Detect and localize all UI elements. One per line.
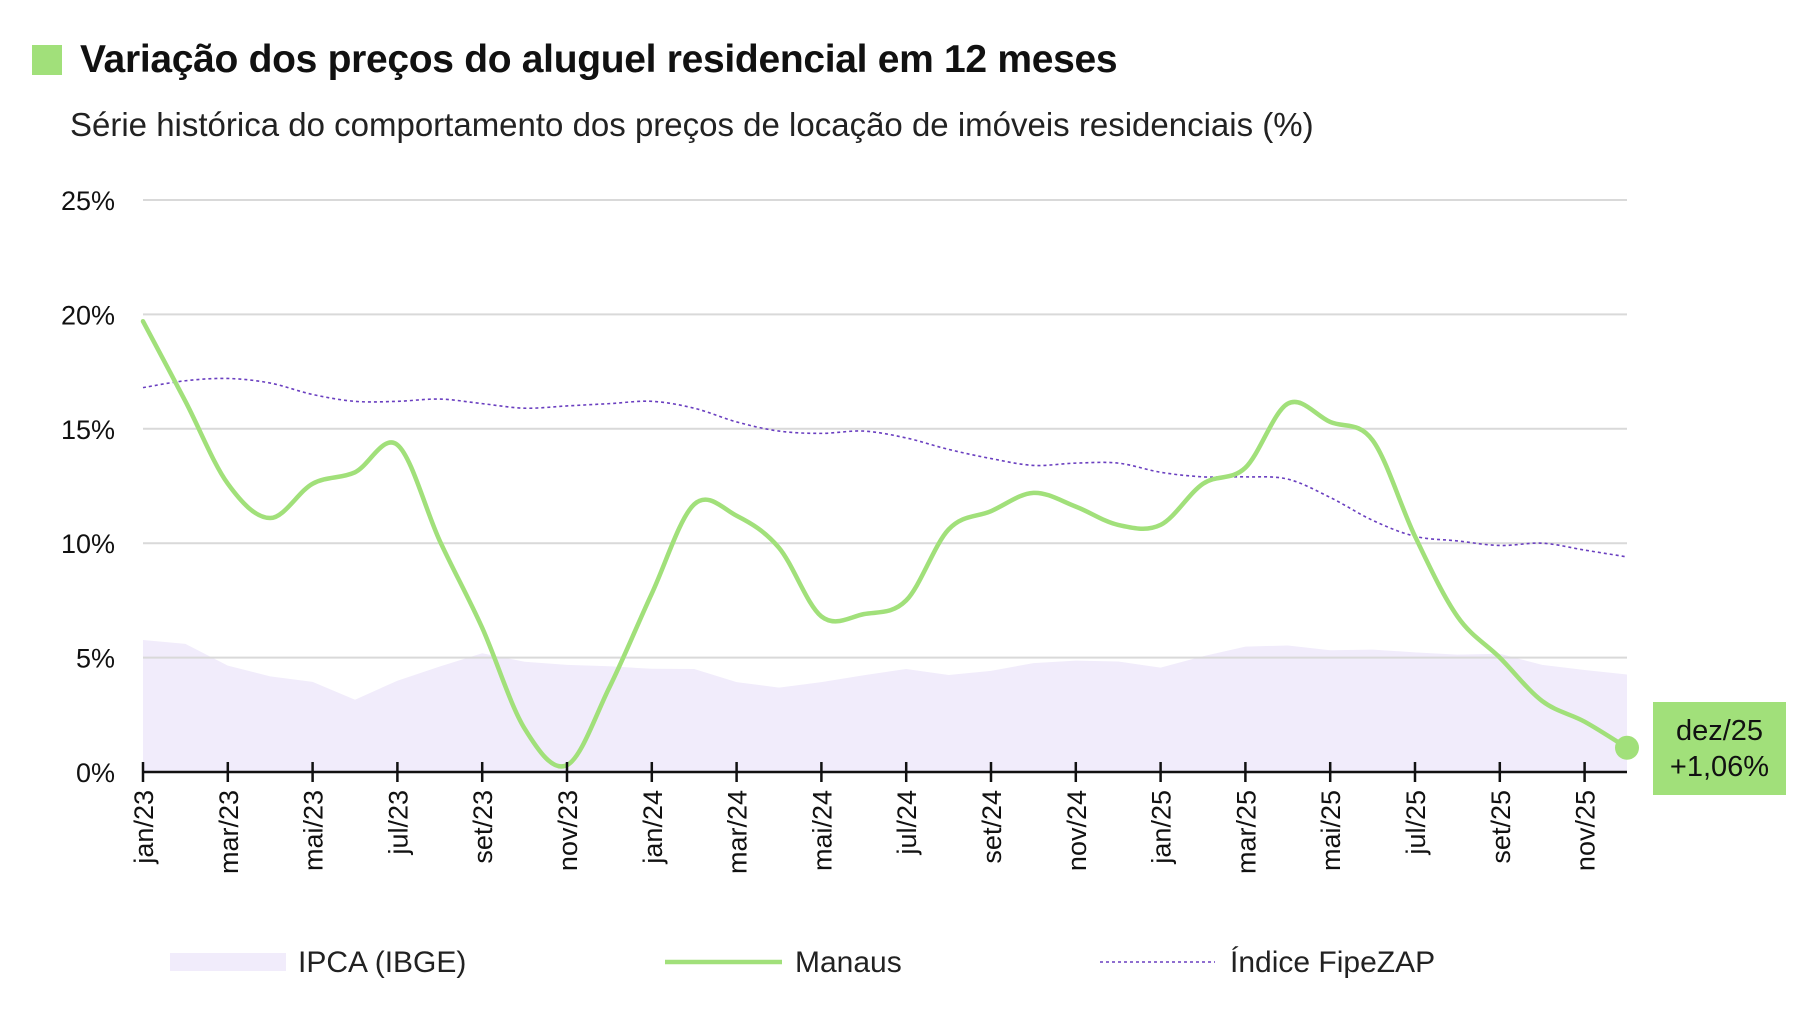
legend-label-fipezap: Índice FipeZAP (1230, 946, 1435, 979)
x-tick-label: nov/25 (1571, 790, 1601, 871)
x-tick-label: mai/25 (1316, 790, 1346, 871)
y-tick-label: 10% (61, 529, 115, 559)
x-tick-label: jan/24 (638, 790, 668, 865)
x-tick-label: set/24 (977, 790, 1007, 864)
legend-swatch-ipca (170, 953, 286, 971)
manaus-line (140, 319, 1630, 769)
last-value-callout: dez/25 +1,06% (1653, 702, 1786, 795)
x-tick-label: set/23 (468, 790, 498, 864)
x-tick-label: mai/23 (299, 790, 329, 871)
x-tick-label: set/25 (1486, 790, 1516, 864)
x-tick-label: jan/23 (129, 790, 159, 865)
ipca-area (143, 639, 1627, 772)
x-tick-label: jul/23 (383, 790, 413, 856)
fipezap-line (142, 377, 1628, 558)
manaus-last-point (1615, 735, 1639, 760)
y-tick-label: 25% (61, 186, 115, 216)
x-tick-label: nov/23 (553, 790, 583, 871)
x-tick-label: mai/24 (807, 790, 837, 871)
y-tick-label: 0% (76, 758, 115, 788)
x-tick-label: mar/23 (214, 790, 244, 874)
chart-subtitle: Série histórica do comportamento dos pre… (70, 106, 1314, 143)
title-marker-square (32, 45, 62, 75)
y-tick-label: 5% (76, 644, 115, 674)
x-tick-label: nov/24 (1062, 790, 1092, 871)
x-tick-label: jul/24 (892, 790, 922, 856)
y-tick-label: 15% (61, 415, 115, 445)
chart-title-block: Variação dos preços do aluguel residenci… (32, 38, 1118, 82)
x-tick-label: mar/24 (723, 790, 753, 874)
x-tick-label: jul/25 (1401, 790, 1431, 856)
callout-date: dez/25 (1675, 714, 1764, 747)
legend-label-ipca: IPCA (IBGE) (298, 946, 466, 979)
callout-value: +1,06% (1669, 750, 1770, 783)
legend-label-manaus: Manaus (795, 946, 902, 979)
x-tick-label: jan/25 (1147, 790, 1177, 865)
x-tick-label: mar/25 (1231, 790, 1261, 874)
chart-title: Variação dos preços do aluguel residenci… (80, 38, 1118, 81)
y-tick-label: 20% (61, 300, 115, 330)
